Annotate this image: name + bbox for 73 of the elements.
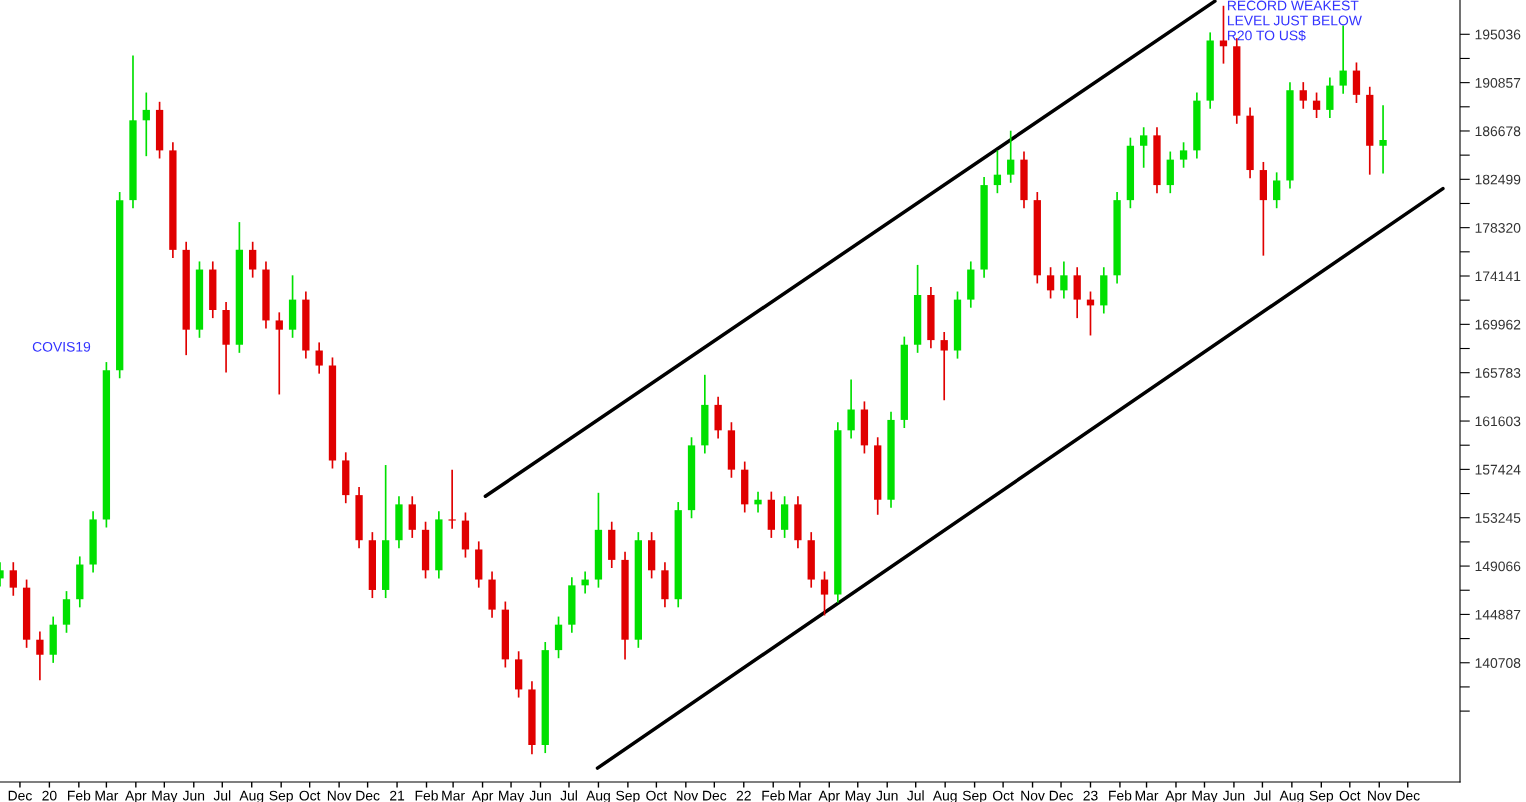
candlestick [1060,260,1068,300]
candlestick [820,570,829,617]
x-tick-label: Oct [646,790,668,801]
x-tick-label: Nov [327,790,352,801]
x-tick-label: Dec [1049,790,1074,801]
x-tick-label: Mar [95,790,119,801]
candlestick [9,561,17,597]
candlestick [1312,91,1321,119]
x-tick-label: Mar [442,790,465,801]
candlestick [1179,141,1188,169]
candlestick [1339,24,1347,95]
candlestick [754,490,762,514]
y-tick-label: 149066 [1475,561,1521,572]
annotation: COVIS19 [32,341,91,352]
candlestick [249,240,257,279]
y-tick-label: 144887 [1475,609,1521,620]
x-tick-label: Jul [560,790,577,801]
x-tick-label: Jul [213,790,231,801]
x-tick-label: Jul [1253,790,1271,801]
candlestick [581,570,589,595]
x-tick-label: Nov [674,790,699,801]
annotation: RECORD WEAKEST LEVEL JUST BELOW R20 TO US$ [1227,0,1362,42]
x-tick-label: Feb [762,790,785,801]
x-tick-label: Jun [876,790,898,801]
x-tick-label: Oct [299,790,321,801]
candlestick [36,630,44,682]
candlestick [448,468,456,530]
y-tick-label: 169962 [1475,319,1521,330]
x-tick-label: 23 [1083,790,1098,801]
x-tick-label: Dec [1396,790,1420,801]
x-tick-label: Feb [415,790,438,801]
x-tick-label: 20 [42,790,57,801]
candlestick [1273,171,1281,210]
x-tick-label: Feb [68,790,91,801]
x-tick-label: Dec [703,790,727,801]
x-tick-label: Mar [1135,790,1159,801]
candlestick [315,341,323,375]
candlestick [142,91,150,158]
candlestick [1379,104,1387,175]
x-tick-label: 21 [390,790,405,801]
y-tick-label: 153245 [1475,513,1521,523]
candlestick [1007,129,1015,184]
x-tick-label: Jun [182,790,205,801]
candlestick [847,378,855,440]
x-tick-label: Dec [8,790,32,801]
x-tick-label: 22 [736,790,751,801]
x-tick-label: Jun [1222,790,1245,801]
x-tick-label: Jul [907,790,924,801]
candlestick [1140,126,1148,169]
x-tick-label: Jun [529,790,551,801]
x-tick-label: Nov [1368,790,1392,801]
x-tick-label: Oct [992,790,1014,801]
candlestick [1046,266,1055,300]
y-tick-label: 186678 [1475,126,1521,137]
candlestick [1299,81,1307,110]
y-tick-label: 174141 [1475,271,1521,282]
candlestick [1219,4,1228,65]
x-tick-label: Oct [1339,790,1361,801]
y-tick-label: 157424 [1475,464,1521,475]
y-tick-label: 140708 [1475,658,1521,668]
x-tick-label: Feb [1109,790,1132,801]
candlestick [275,311,283,396]
candlestick [993,149,1002,195]
y-tick-label: 190857 [1475,77,1521,88]
y-tick-label: 161603 [1475,416,1521,427]
y-tick-label: 165783 [1475,368,1521,378]
x-tick-label: Mar [789,790,812,801]
y-tick-label: 195036 [1475,29,1521,40]
candlestick [940,331,948,402]
y-tick-label: 182499 [1475,174,1521,185]
y-tick-label: 178320 [1475,222,1521,233]
x-tick-label: Dec [356,790,380,801]
x-tick-label: Nov [1021,790,1045,801]
